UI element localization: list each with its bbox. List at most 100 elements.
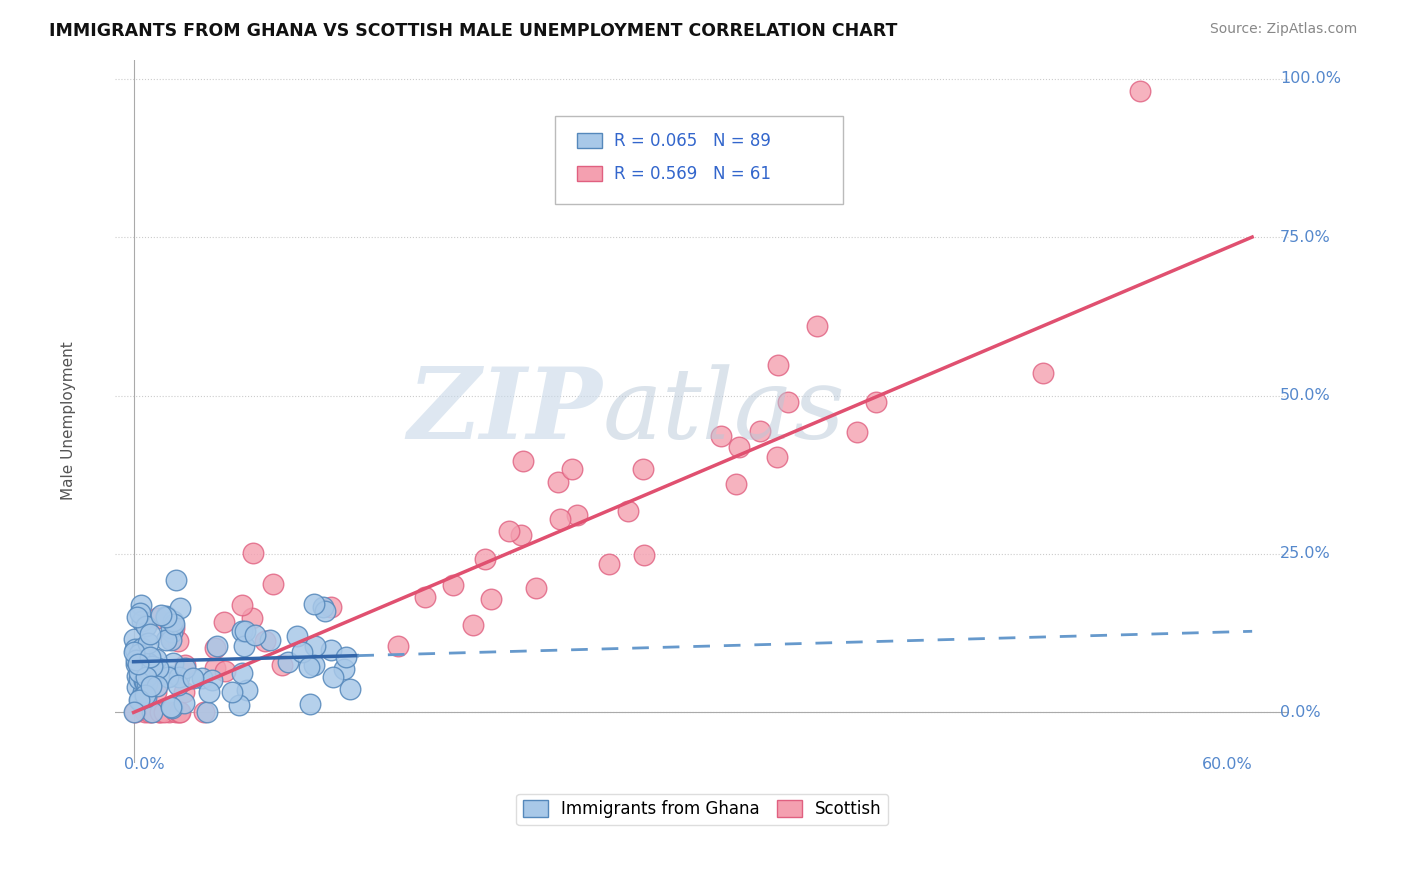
Point [181,671,204,685]
Point [806,318,828,333]
Point [162,614,184,628]
Point [132,673,155,688]
Point [443,578,465,592]
Point [124,641,146,656]
Point [160,632,183,647]
Point [565,508,588,523]
Legend: Immigrants from Ghana, Scottish: Immigrants from Ghana, Scottish [516,794,889,825]
Point [173,661,195,675]
Point [242,546,264,560]
Text: 25.0%: 25.0% [1279,547,1331,561]
Point [195,706,218,720]
Point [128,672,150,686]
Point [1031,366,1053,380]
Point [201,673,224,688]
Point [212,615,235,630]
Point [302,658,325,673]
Point [122,645,145,659]
Point [131,641,153,656]
Text: R = 0.065   N = 89: R = 0.065 N = 89 [614,131,770,150]
Point [134,706,156,720]
Text: ZIP: ZIP [408,363,602,459]
Point [160,632,183,647]
Point [145,652,167,666]
Point [163,621,186,635]
Point [141,706,163,720]
Point [725,477,748,491]
Point [298,697,321,711]
Text: R = 0.569   N = 61: R = 0.569 N = 61 [614,164,770,183]
Point [198,685,221,699]
Point [335,650,357,665]
Point [205,639,228,653]
Point [339,682,361,697]
Point [766,358,789,372]
Point [173,685,195,699]
Point [165,573,187,587]
Point [141,679,163,693]
Point [128,647,150,661]
Point [136,676,159,690]
Point [141,706,163,720]
Point [319,642,342,657]
FancyBboxPatch shape [555,116,844,204]
Point [162,656,184,670]
Point [240,611,263,625]
Point [146,661,169,675]
Point [153,706,176,720]
Point [561,461,583,475]
Point [749,424,772,438]
Point [598,558,620,572]
Point [312,599,335,614]
Point [231,598,253,612]
Point [474,552,496,566]
Point [125,669,148,683]
Point [169,706,191,720]
Point [135,684,157,698]
Point [214,665,236,679]
Point [160,701,183,715]
Point [845,425,868,440]
Text: 50.0%: 50.0% [1279,388,1331,403]
Bar [576,166,602,181]
Point [127,680,149,694]
Point [167,706,190,720]
Point [322,670,344,684]
Point [633,548,655,562]
Text: IMMIGRANTS FROM GHANA VS SCOTTISH MALE UNEMPLOYMENT CORRELATION CHART: IMMIGRANTS FROM GHANA VS SCOTTISH MALE U… [49,22,897,40]
Point [122,706,145,720]
Point [131,614,153,628]
Text: Source: ZipAtlas.com: Source: ZipAtlas.com [1209,22,1357,37]
Point [865,395,887,409]
Point [135,690,157,705]
Point [125,653,148,667]
Text: atlas: atlas [602,364,845,459]
Point [616,504,638,518]
Point [125,610,148,624]
Point [766,450,789,464]
Point [167,634,190,648]
Point [167,670,190,684]
Point [157,706,180,720]
Point [139,649,162,664]
Point [262,577,284,591]
Point [159,668,181,682]
Bar [576,133,602,148]
Point [125,657,148,672]
Point [191,671,214,685]
Point [333,662,356,676]
Point [134,674,156,689]
Point [162,625,184,640]
Point [159,699,181,714]
Point [233,624,256,638]
Point [163,617,186,632]
Point [204,640,226,655]
Point [138,706,160,720]
Point [1129,84,1152,98]
Point [231,665,253,680]
Point [481,591,503,606]
Point [174,657,197,672]
Point [776,394,799,409]
Point [156,670,179,684]
Point [285,629,308,643]
